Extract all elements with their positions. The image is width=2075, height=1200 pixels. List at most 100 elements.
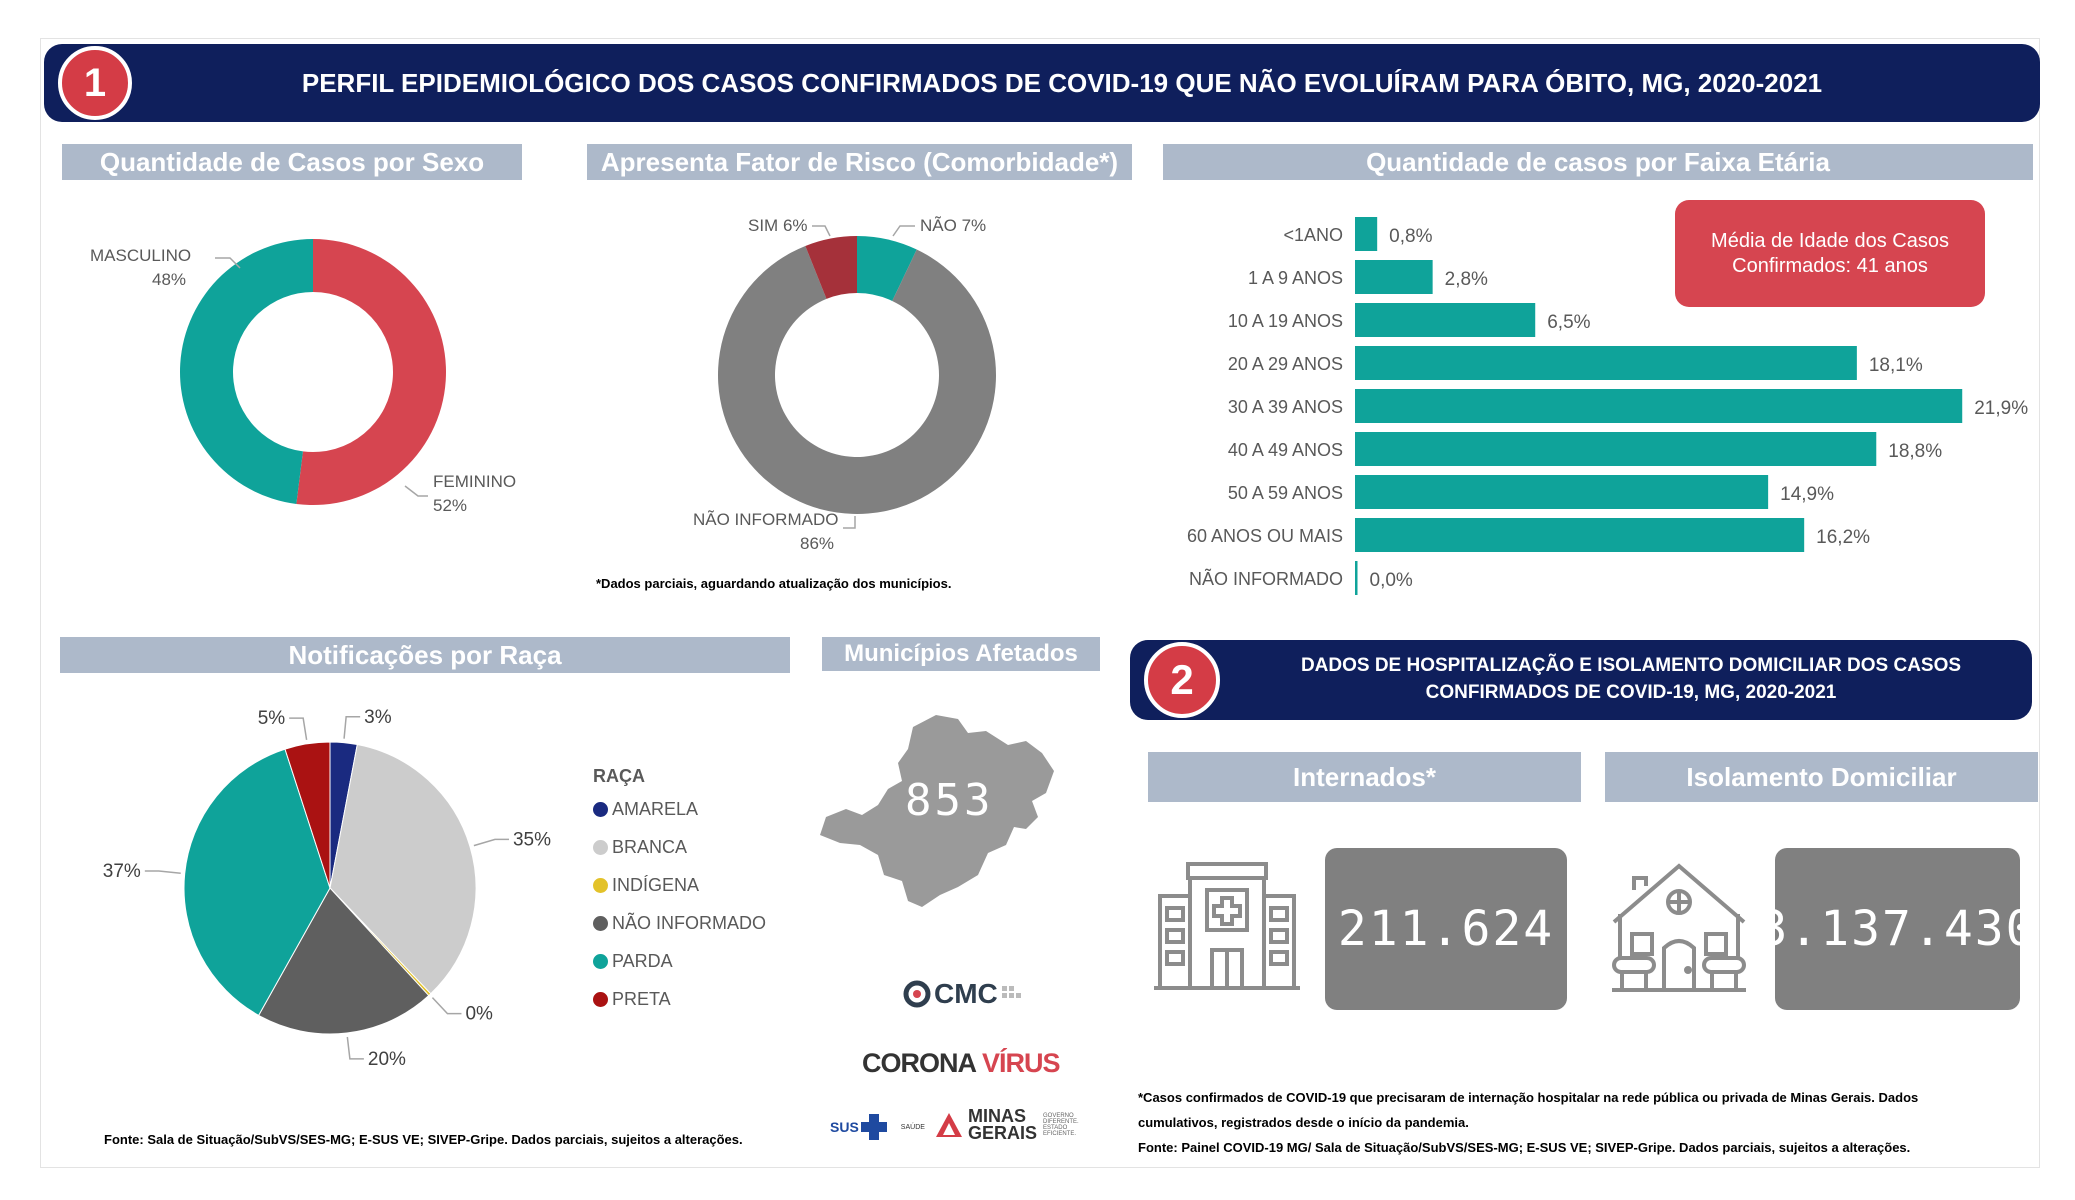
raca-data-label: 35% <box>513 829 551 850</box>
raca-legend-item: BRANCA <box>593 837 687 858</box>
sexo-donut-chart <box>179 239 446 505</box>
minas-triangle-icon <box>936 1113 962 1138</box>
legend-dot-icon <box>593 878 608 893</box>
faixa-value-label: 0,8% <box>1389 226 1432 247</box>
faixa-bar <box>1355 475 1769 509</box>
nao-label: NÃO 7% <box>920 216 986 236</box>
raca-slice-preta <box>284 741 331 889</box>
faixa-value-label: 18,1% <box>1869 355 1923 376</box>
faixa-value-label: 2,8% <box>1445 269 1488 290</box>
faixa-value-label: 6,5% <box>1547 312 1590 333</box>
municipios-value: 853 <box>905 775 994 826</box>
gov-line-1: GOVERNO <box>1043 1112 1074 1119</box>
cmc-logo-text: CMC <box>934 978 998 1009</box>
saude-logo-text: SAÚDE <box>900 1123 925 1131</box>
masculino-pct: 48% <box>152 270 187 289</box>
sim-label: SIM 6% <box>748 216 808 236</box>
comorbidade-note: *Dados parciais, aguardando atualização … <box>596 576 952 591</box>
faixa-bar <box>1355 346 1857 380</box>
faixa-category-label: 50 A 59 ANOS <box>1228 483 1343 503</box>
raca-slice-parda <box>183 748 331 1017</box>
raca-leader-line <box>289 717 308 740</box>
sexo-leader-lines <box>215 257 428 497</box>
faixa-value-label: 0,0% <box>1370 570 1413 591</box>
raca-slice-branca <box>329 743 477 995</box>
faixa-bar <box>1355 389 1963 423</box>
faixa-category-label: 60 ANOS OU MAIS <box>1187 526 1343 546</box>
raca-legend-label: PRETA <box>612 989 671 1009</box>
idade-media-line1: Média de Idade dos Casos <box>1711 229 1949 252</box>
faixa-value-label: 14,9% <box>1780 484 1834 505</box>
faixa-value-label: 18,8% <box>1888 441 1942 462</box>
minas-gerais-wordmark: MINAS GERAIS <box>968 1106 1037 1142</box>
panel-header-municipios: Municípios Afetados <box>822 637 1100 671</box>
raca-leader-line <box>346 1036 364 1060</box>
nao-informado-label: NÃO INFORMADO <box>693 510 839 529</box>
faixa-category-label: 1 A 9 ANOS <box>1248 268 1343 288</box>
governo-tagline: GOVERNO DIFERENTE. ESTADO EFICIENTE. <box>1043 1113 1079 1138</box>
risco-slice-n-o <box>857 236 917 301</box>
panel-header-faixa: Quantidade de casos por Faixa Etária <box>1163 144 2033 180</box>
minas-text: MINAS <box>968 1106 1026 1126</box>
minas-gerais-map <box>820 715 1054 907</box>
legend-dot-icon <box>593 992 608 1007</box>
raca-data-label: 37% <box>103 861 141 882</box>
internados-note-line2: cumulativos, registrados desde o início … <box>1138 1115 1469 1130</box>
idade-media-box: Média de Idade dos Casos Confirmados: 41… <box>1675 200 1985 307</box>
raca-legend-item: PARDA <box>593 951 673 972</box>
raca-data-label: 20% <box>368 1049 406 1070</box>
faixa-bar <box>1355 303 1536 337</box>
sexo-slice-masculino <box>179 239 313 504</box>
nao-informado-pct: 86% <box>800 534 835 553</box>
raca-slice-n-o-informado <box>257 887 430 1035</box>
sus-cross-icon <box>860 1114 887 1140</box>
sus-logo-text: SUS <box>830 1119 859 1135</box>
cmc-grid-icon <box>1001 986 1021 998</box>
sim-pct: 6% <box>782 216 808 235</box>
faixa-bar <box>1355 518 1805 552</box>
section-2-title-line1: DADOS DE HOSPITALIZAÇÃO E ISOLAMENTO DOM… <box>1300 655 1962 677</box>
cmc-emblem-icon <box>903 980 931 1008</box>
panel-header-isolamento: Isolamento Domiciliar <box>1605 752 2038 802</box>
raca-data-label: 3% <box>364 707 392 728</box>
section-2-banner: DADOS DE HOSPITALIZAÇÃO E ISOLAMENTO DOM… <box>1130 640 2032 720</box>
faixa-category-label: 40 A 49 ANOS <box>1228 440 1343 460</box>
faixa-bar <box>1355 260 1433 294</box>
gov-line-3: ESTADO <box>1043 1125 1068 1132</box>
feminino-pct: 52% <box>433 496 468 515</box>
faixa-bar <box>1355 561 1358 595</box>
minas-gerais-logo: MINAS GERAIS GOVERNO DIFERENTE. ESTADO E… <box>934 1106 1079 1142</box>
faixa-category-label: <1ANO <box>1283 225 1343 245</box>
panel-header-risco: Apresenta Fator de Risco (Comorbidade*) <box>587 144 1132 180</box>
raca-pie-chart: 3% 35% 0% 20% 37% 5% <box>103 707 551 1070</box>
panel-header-raca: Notificações por Raça <box>60 637 790 673</box>
raca-data-label: 5% <box>258 708 286 729</box>
corona-logo-text-b: VÍRUS <box>982 1048 1061 1078</box>
faixa-category-label: NÃO INFORMADO <box>1189 568 1343 589</box>
legend-dot-icon <box>593 954 608 969</box>
sim-label-text: SIM <box>748 216 779 235</box>
sus-logo: SUS SAÚDE <box>830 1112 925 1142</box>
raca-legend-title: RAÇA <box>593 766 645 786</box>
risco-slice-n-o-informado <box>718 245 996 514</box>
raca-legend-label: AMARELA <box>612 799 699 819</box>
raca-legend-item: AMARELA <box>593 799 698 820</box>
faixa-bar-chart: <1ANO 0,8% 1 A 9 ANOS 2,8% 10 A 19 ANOS 6,5% 2… <box>1187 217 2028 595</box>
hospital-icon <box>1154 862 1300 990</box>
idade-media-line2: Confirmados: 41 anos <box>1732 254 1928 277</box>
raca-data-label: 0% <box>465 1004 493 1025</box>
faixa-value-label: 16,2% <box>1816 527 1870 548</box>
risco-leader-lines <box>812 225 915 529</box>
section-1-number-badge: 1 <box>58 46 132 120</box>
faixa-category-label: 20 A 29 ANOS <box>1228 354 1343 374</box>
section-2-title-line2: CONFIRMADOS DE COVID-19, MG, 2020-2021 <box>1425 682 1837 703</box>
house-icon <box>1612 863 1746 992</box>
raca-leader-line <box>473 838 509 847</box>
faixa-value-label: 21,9% <box>1974 398 2028 419</box>
legend-dot-icon <box>593 916 608 931</box>
nao-label-text: NÃO <box>920 216 957 235</box>
legend-dot-icon <box>593 840 608 855</box>
raca-leader-line <box>343 716 361 739</box>
cmc-logo: CMC <box>902 978 1023 1010</box>
corona-virus-logo: CORONA VÍRUS <box>862 1048 1061 1079</box>
